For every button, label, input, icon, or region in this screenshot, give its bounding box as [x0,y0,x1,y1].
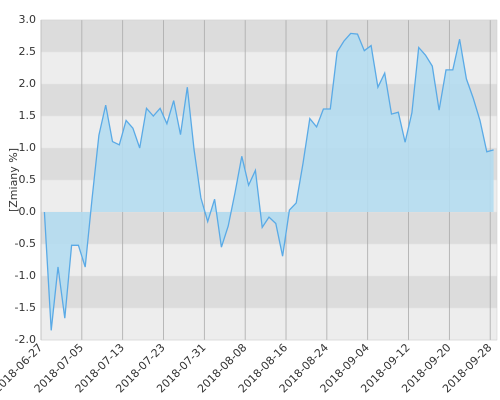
y-tick-label: 0.0 [19,205,37,218]
y-tick-label: 2.0 [19,77,37,90]
y-tick-label: 2.5 [19,45,37,58]
grid-band [41,20,497,52]
y-tick-label: 1.0 [19,141,37,154]
line [43,32,494,331]
grid-band [41,308,497,340]
y-tick-label: -0.5 [15,237,36,250]
area [44,33,494,331]
y-tick-label: 0.5 [19,173,37,186]
grid-band [41,276,497,308]
y-tick-label: 3.0 [19,13,37,26]
y-tick-label: -2.0 [15,333,36,346]
y-tick-label: -1.0 [15,269,36,282]
y-axis-label: [Zmiany %] [7,148,20,212]
y-tick-label: 1.5 [19,109,37,122]
plot-border [40,19,498,341]
y-tick-label: -1.5 [15,301,36,314]
grid-band [41,244,497,276]
